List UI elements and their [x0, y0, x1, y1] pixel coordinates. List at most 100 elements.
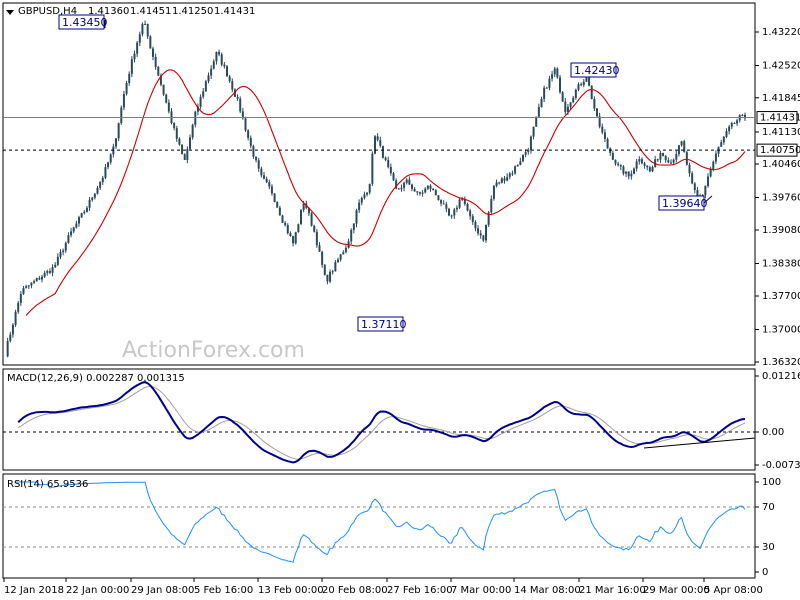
price-bar-body [64, 242, 67, 251]
macd-trendline [643, 437, 756, 449]
rsi-line [15, 481, 746, 563]
price-bar-body [85, 207, 88, 212]
price-bar-body [323, 264, 326, 275]
price-bar-body [519, 161, 522, 165]
price-bar-body [228, 76, 231, 82]
price-bar-body [463, 199, 466, 204]
price-bar-body [625, 171, 628, 174]
price-bar-body [149, 36, 152, 49]
price-bar-body [122, 93, 125, 108]
price-bar-body [249, 137, 252, 146]
price-bar-body [601, 126, 604, 133]
price-bar-body [128, 73, 131, 84]
price-bar-body [165, 94, 168, 103]
price-bar-body [96, 187, 99, 194]
price-bar-body [107, 162, 110, 168]
price-bar-body [75, 223, 78, 228]
price-bar-body [585, 77, 588, 82]
price-bar-body [294, 232, 297, 244]
price-bar-body [101, 177, 104, 183]
price-bar-body [371, 153, 374, 184]
price-bar-body [255, 156, 258, 161]
time-tick-label: 13 Feb 00:00 [258, 585, 324, 596]
price-bar-body [331, 271, 334, 273]
price-tags: 1.41431 1.40750 [756, 111, 800, 157]
price-bar-body [162, 84, 165, 95]
price-bar-body [381, 145, 384, 158]
annotation-low-2: 1.37110 [357, 316, 407, 332]
price-bar-body [696, 190, 699, 197]
annotation-label: 1.42430 [574, 64, 620, 77]
price-bar-body [125, 83, 128, 94]
time-tick-label: 14 Mar 08:00 [514, 585, 581, 596]
price-bar-body [313, 225, 316, 232]
watermark: ActionForex.com [122, 338, 305, 363]
price-bar-body [551, 74, 554, 79]
price-bar-body [492, 185, 495, 199]
price-tick-label: 1.40460 [762, 159, 800, 170]
price-bar-body [487, 212, 490, 225]
price-bar-body [223, 64, 226, 67]
price-bar-body [202, 91, 205, 97]
price-bar-body [442, 203, 445, 205]
price-tick-label: 1.37700 [762, 291, 800, 302]
price-bar-body [181, 144, 184, 155]
price-bar-body [33, 281, 36, 283]
price-panel-frame [2, 2, 756, 366]
price-bar-body [709, 169, 712, 177]
symbol-title: GBPUSD,H4 [18, 6, 77, 17]
annotation-low-1: 1.39640 [658, 195, 713, 211]
price-bar-body [257, 160, 260, 169]
price-bar-body [516, 164, 519, 167]
annotation-label: 1.43450 [62, 16, 108, 29]
rsi-tick-0: 0 [762, 567, 768, 578]
price-bar-body [326, 274, 329, 282]
price-bar-body [329, 271, 332, 282]
price-bar-body [466, 203, 469, 211]
price-bar-body [426, 185, 429, 189]
price-bar-body [54, 264, 57, 268]
price-bar-body [535, 116, 538, 127]
macd-tick-zero: 0.00 [762, 427, 784, 438]
price-bar-body [453, 209, 456, 216]
macd-signal-line [17, 385, 746, 460]
price-bar-body [350, 230, 353, 242]
price-bar-body [603, 132, 606, 139]
price-bar-body [685, 152, 688, 165]
price-bar-body [289, 233, 292, 237]
price-bar-body [691, 173, 694, 184]
price-tick-label: 1.39080 [762, 225, 800, 236]
price-bar-body [117, 123, 120, 139]
price-bar-body [485, 224, 487, 241]
price-bar-body [609, 148, 612, 154]
price-bar-body [146, 24, 149, 37]
price-bar-body [91, 197, 94, 200]
price-bar-body [537, 107, 540, 117]
price-bar-body [241, 111, 244, 119]
price-bar-body [281, 215, 284, 223]
price-bar-body [405, 179, 408, 183]
price-bar-body [545, 87, 548, 89]
price-bar-body [524, 152, 527, 155]
price-bar-body [725, 131, 728, 137]
price-tick-label: 1.41130 [762, 127, 800, 138]
price-bar-body [440, 200, 443, 204]
price-bar-body [72, 227, 75, 232]
price-tick-label: 1.42520 [762, 60, 800, 71]
price-title: GBPUSD,H4 1.41360 1.41451 1.41250 1.4143… [6, 6, 255, 17]
price-bar-body [212, 61, 215, 69]
price-bar-body [403, 182, 406, 188]
time-tick-label: 22 Jan 00:00 [66, 585, 129, 596]
price-bar-body [736, 120, 739, 124]
price-bar-body [358, 202, 361, 211]
price-bar-body [136, 42, 139, 54]
annotation-high-2: 1.42430 [570, 62, 620, 78]
price-bar-body [640, 159, 643, 164]
price-bar-body [70, 231, 73, 236]
price-bar-body [656, 159, 659, 161]
price-bar-body [744, 114, 746, 119]
price-bar-body [157, 66, 160, 76]
price-bar-body [104, 167, 107, 178]
price-bar-body [712, 161, 715, 170]
price-bar-body [59, 252, 62, 257]
